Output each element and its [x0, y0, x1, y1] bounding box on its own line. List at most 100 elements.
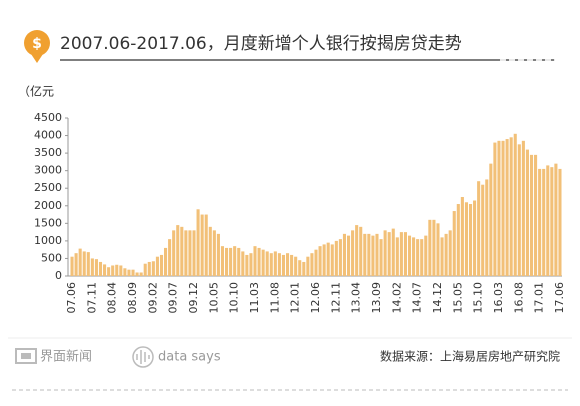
bar [164, 247, 168, 276]
y-tick-label: 2000 [34, 199, 62, 212]
x-tick-label: 11.03 [248, 282, 261, 314]
bar [322, 244, 326, 276]
bar [98, 261, 103, 276]
x-tick-label: 17.01 [533, 282, 546, 314]
y-tick-label: 4000 [34, 129, 62, 142]
bar [428, 219, 432, 276]
y-tick-label: 3500 [34, 146, 62, 159]
x-tick-label: 12.11 [329, 282, 342, 314]
bar [285, 253, 290, 276]
bar [70, 256, 74, 276]
x-tick-label: 13.04 [350, 282, 363, 314]
bar [525, 149, 529, 276]
bar [94, 259, 98, 276]
unit-label: （亿元 [18, 84, 54, 99]
bar [290, 254, 294, 276]
bar [261, 249, 265, 276]
bar [367, 233, 371, 276]
bar [216, 233, 220, 276]
svg-text:$: $ [32, 36, 42, 52]
source: 数据来源：上海易居房地产研究院 [380, 349, 560, 364]
x-tick-label: 12.06 [309, 282, 322, 314]
bar [546, 165, 550, 276]
brand-icon [15, 348, 37, 364]
bar [542, 168, 546, 276]
bar [493, 142, 497, 276]
tagline: data says [158, 350, 221, 365]
bar [249, 253, 253, 276]
x-tick-label: 09.07 [167, 282, 180, 314]
bar [326, 242, 330, 276]
bar [159, 254, 164, 276]
bar [90, 258, 94, 276]
bar [302, 261, 306, 276]
bar [245, 254, 249, 276]
bar [395, 237, 399, 276]
bar [424, 235, 428, 276]
bar [208, 226, 212, 276]
bar [273, 251, 277, 276]
bar [180, 226, 184, 276]
bar [517, 144, 521, 276]
bar [135, 272, 139, 276]
x-tick-label: 15.10 [472, 282, 485, 314]
x-tick-label: 08.09 [126, 282, 139, 314]
x-tick-label: 16.08 [512, 282, 525, 314]
bar [143, 263, 147, 276]
y-tick-label: 4500 [34, 111, 62, 124]
bar [338, 239, 342, 276]
x-tick-label: 07.11 [85, 282, 98, 314]
x-tick-label: 09.12 [187, 282, 200, 314]
bar [387, 232, 391, 276]
bar [241, 251, 245, 276]
bar [306, 256, 310, 276]
bar [237, 247, 241, 276]
bar [351, 230, 355, 276]
bar [192, 230, 196, 276]
bar [330, 244, 334, 276]
bar [485, 179, 489, 276]
bar [131, 269, 135, 276]
logo-icon: $ [24, 30, 50, 63]
x-tick-label: 17.06 [553, 282, 566, 314]
x-tick-label: 11.08 [268, 282, 281, 314]
bar [497, 140, 501, 276]
bar [107, 267, 111, 276]
bar [534, 154, 538, 276]
bar [229, 247, 233, 276]
bar [391, 228, 395, 276]
x-tick-label: 09.02 [146, 282, 159, 314]
brand: 界面新闻 [40, 349, 92, 365]
bar [78, 248, 82, 276]
bar [277, 253, 281, 276]
bar [403, 232, 407, 276]
bar [310, 253, 314, 276]
bar [233, 246, 237, 276]
bar [538, 168, 542, 276]
x-tick-label: 12.01 [289, 282, 302, 314]
bar [184, 230, 188, 276]
bar [127, 269, 131, 276]
bar [155, 256, 159, 276]
bar [432, 219, 436, 276]
bar [225, 247, 229, 276]
x-tick-label: 14.07 [411, 282, 424, 314]
bar [473, 200, 477, 276]
bar [318, 246, 322, 276]
bar [269, 253, 273, 276]
bar [139, 272, 143, 276]
y-tick-label: 3000 [34, 164, 62, 177]
bar [176, 225, 180, 276]
bar [147, 261, 151, 276]
bar [111, 265, 115, 276]
bar [172, 230, 176, 276]
x-tick-label: 07.06 [65, 282, 78, 314]
x-tick-label: 16.03 [492, 282, 505, 314]
bar [509, 137, 513, 276]
bar [220, 246, 225, 276]
bar [468, 204, 473, 276]
bar [346, 235, 351, 276]
y-tick-label: 1500 [34, 216, 62, 229]
bar [444, 233, 448, 276]
bar [383, 230, 387, 276]
